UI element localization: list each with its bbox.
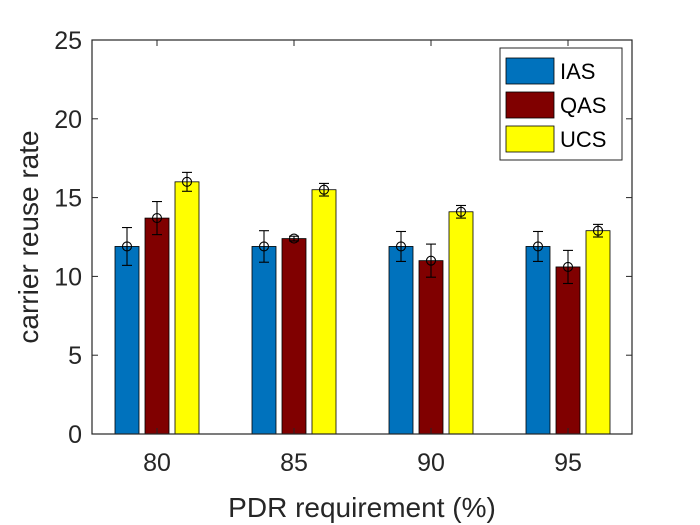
bar-qas-85 [281, 238, 307, 435]
legend-label-qas: QAS [560, 93, 606, 118]
x-tick-labels: 80 85 90 95 [143, 449, 582, 477]
error-bars-layer [121, 171, 604, 285]
error-bar-ias-95 [532, 230, 544, 262]
error-bar-qas-90 [425, 243, 437, 278]
plot-frame [91, 39, 633, 435]
y-tick-label-10: 10 [54, 263, 82, 291]
y-tick-label-0: 0 [68, 421, 82, 449]
bar-qas-90 [418, 260, 444, 435]
ticks-layer [92, 39, 632, 435]
error-bar-marker [258, 241, 270, 252]
x-tick-label-90: 90 [417, 449, 445, 477]
x-tick-label-80: 80 [143, 449, 171, 477]
error-bar-ias-85 [258, 230, 270, 263]
y-axis-label: carrier reuse rate [13, 130, 44, 343]
error-bar-ucs-85 [318, 182, 330, 197]
error-bar-marker [562, 261, 574, 272]
bar-ucs-80 [174, 181, 200, 435]
legend-label-ucs: UCS [560, 127, 606, 152]
legend: IAS QAS UCS [499, 47, 623, 161]
legend-label-ias: IAS [560, 59, 595, 84]
error-bar-ucs-95 [592, 223, 604, 238]
y-tick-label-25: 25 [54, 27, 82, 55]
error-bar-ucs-90 [455, 204, 467, 219]
y-tick-labels: 0 5 10 15 20 25 [54, 27, 82, 449]
error-bar-qas-80 [151, 200, 163, 236]
legend-swatch-ucs [505, 125, 555, 153]
bar-qas-95 [555, 266, 581, 435]
error-bar-marker [121, 241, 133, 252]
error-bar-ias-90 [395, 230, 407, 262]
bar-ucs-85 [311, 189, 337, 435]
error-bar-marker [532, 241, 544, 252]
legend-swatch-qas [505, 91, 555, 119]
error-bar-marker [425, 255, 437, 266]
bar-ucs-90 [448, 211, 474, 435]
error-bar-qas-85 [288, 233, 300, 244]
error-bar-marker [395, 241, 407, 252]
x-tick-label-85: 85 [280, 449, 308, 477]
error-bar-qas-95 [562, 249, 574, 285]
error-bar-marker [288, 233, 300, 244]
error-bar-marker [151, 213, 163, 224]
bar-ucs-95 [585, 230, 611, 435]
y-tick-label-5: 5 [68, 342, 82, 370]
error-bar-marker [318, 184, 330, 195]
error-bar-marker [181, 176, 193, 187]
bar-ias-85 [251, 246, 277, 435]
bar-qas-80 [144, 217, 170, 435]
bar-ias-90 [388, 246, 414, 435]
error-bar-ias-80 [121, 226, 133, 266]
bar-ias-95 [525, 246, 551, 435]
x-axis-label: PDR requirement (%) [228, 492, 496, 523]
error-bar-marker [455, 206, 467, 217]
legend-swatch-ias [505, 57, 555, 85]
error-bar-ucs-80 [181, 171, 193, 192]
bar-ias-80 [114, 246, 140, 435]
error-bar-marker [592, 225, 604, 236]
y-tick-label-15: 15 [54, 185, 82, 213]
y-tick-label-20: 20 [54, 106, 82, 134]
x-tick-label-95: 95 [554, 449, 582, 477]
